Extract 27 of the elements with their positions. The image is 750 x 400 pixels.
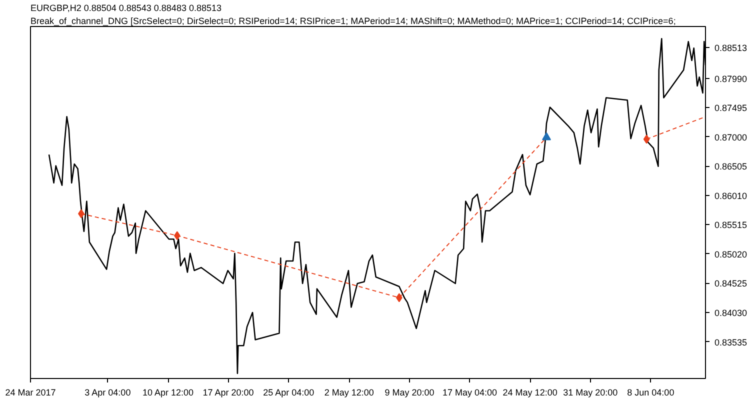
y-tick-label: 0.83535: [714, 337, 748, 348]
x-tick-label: 2 May 12:00: [324, 388, 374, 398]
y-tick-label: 0.87495: [714, 103, 748, 114]
y-tick-label: 0.87000: [714, 132, 748, 142]
y-tick-label: 0.85515: [714, 220, 748, 230]
point: [542, 132, 552, 140]
y-tick-label: 0.87990: [714, 74, 748, 84]
x-tick-label: 17 Apr 20:00: [202, 388, 254, 398]
x-tick-label: 8 Jun 04:00: [627, 388, 674, 398]
x-tick-label: 24 Mar 2017: [5, 388, 56, 398]
point: [643, 134, 650, 144]
x-tick-label: 24 May 12:00: [502, 388, 558, 398]
x-tick-label: 10 Apr 12:00: [142, 388, 194, 398]
y-tick-label: 0.86010: [714, 190, 748, 201]
point: [174, 231, 180, 240]
x-tick-label: 9 May 20:00: [384, 388, 434, 398]
x-tick-label: 3 Apr 04:00: [84, 388, 131, 398]
y-tick-label: 0.84525: [714, 278, 748, 289]
x-tick-label: 25 Apr 04:00: [263, 388, 314, 398]
chart-subtitle: Break_of_channel_DNG [SrcSelect=0; DirSelect=0; RSIPeriod=14; RSIPrice=1; MAPeriod=14; MAShift=0; MAMethod=0; MAPrice=1; CCIPeriod=14; CCIPrice=6;: [30, 16, 676, 26]
y-tick-label: 0.84030: [714, 308, 748, 318]
x-tick-label: 17 May 04:00: [442, 388, 498, 398]
y-tick-label: 0.86505: [714, 162, 748, 172]
x-tick-label: 31 May 20:00: [563, 388, 618, 398]
y-tick-label: 0.88513: [714, 42, 748, 53]
chart-title: EURGBP,H2 0.88504 0.88543 0.88483 0.88513: [30, 3, 222, 13]
y-tick-label: 0.85020: [714, 249, 748, 260]
